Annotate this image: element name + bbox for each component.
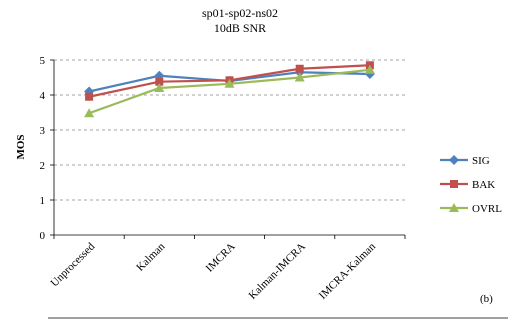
point-ovrl-1 (84, 108, 95, 118)
point-bak-2 (155, 77, 164, 86)
x-tick-label-2: Kalman (134, 240, 167, 273)
panel-label: (b) (480, 293, 493, 305)
legend-label-bak: BAK (472, 179, 495, 191)
x-tick-label-4: Kalman-IMCRA (247, 241, 308, 302)
x-tick-labels: Unprocessed Kalman IMCRA Kalman-IMCRA IMCRA-… (49, 240, 379, 302)
y-tick-label-2: 2 (40, 160, 46, 172)
x-tick-label-5: IMCRA-Kalman (317, 240, 379, 302)
chart-subtitle: 10dB SNR (214, 21, 266, 35)
x-tick-label-3: IMCRA (204, 241, 238, 275)
x-tick-label-1: Unprocessed (49, 240, 98, 289)
y-tick-label-1: 1 (40, 195, 46, 207)
y-tick-label-0: 0 (40, 230, 46, 242)
axes (53, 60, 406, 239)
legend-marker-sig (449, 155, 459, 165)
y-tick-label-3: 3 (40, 125, 46, 137)
point-ovrl-2 (154, 83, 165, 92)
point-ovrl-5 (364, 64, 375, 74)
legend-marker-ovrl (449, 203, 459, 212)
point-ovrl-3 (224, 78, 235, 88)
legend-label-sig: SIG (472, 155, 490, 167)
y-tick-label-4: 4 (40, 90, 46, 102)
point-bak-4 (295, 64, 304, 73)
point-ovrl-4 (294, 72, 305, 82)
y-tick-labels: 0 1 2 3 4 5 (40, 55, 46, 242)
point-bak-1 (85, 92, 94, 101)
series-ovrl (84, 64, 375, 118)
series-group (84, 61, 375, 118)
grid-lines (50, 59, 405, 236)
chart-title: sp01-sp02-ns02 (202, 6, 278, 20)
y-axis-label: MOS (15, 134, 27, 159)
legend: SIG BAK OVRL (440, 155, 502, 215)
legend-label-ovrl: OVRL (472, 203, 502, 215)
y-tick-label-5: 5 (40, 55, 46, 67)
legend-marker-bak (450, 180, 458, 188)
